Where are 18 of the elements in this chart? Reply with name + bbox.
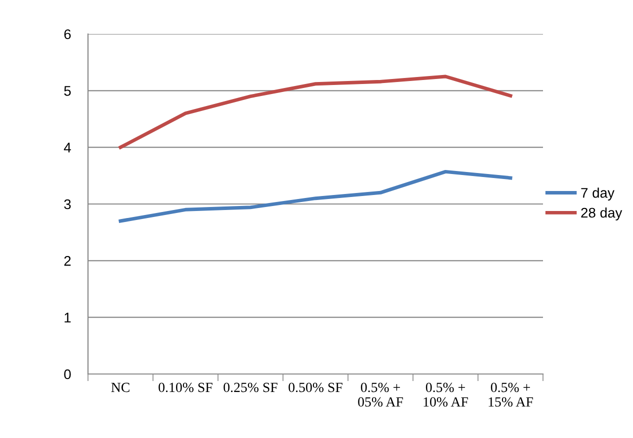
legend-label: 7 day [581,188,614,201]
x-tick-label: 0.50% SF [288,382,342,392]
y-tick-label: 3 [64,199,71,210]
x-tick-label: 0.5% + 05% AF [358,382,403,407]
line-series [118,170,512,223]
x-tick-label: 0.5% + 10% AF [424,382,468,407]
y-tick-label: 2 [64,256,71,266]
legend-label: 28 day [581,207,622,220]
x-tick-label: 0.5% + 15% AF [488,382,533,407]
line-series [118,74,512,150]
y-tick-label: 5 [64,86,71,96]
y-tick-label: 0 [64,369,71,380]
y-tick-label: 1 [64,312,71,322]
y-tick-label: 4 [64,142,71,152]
x-tick-label: 0.10% SF [158,382,212,392]
y-tick-label: 6 [64,29,71,40]
x-tick-label: NC [111,382,130,392]
x-tick-label: 0.25% SF [224,382,278,392]
